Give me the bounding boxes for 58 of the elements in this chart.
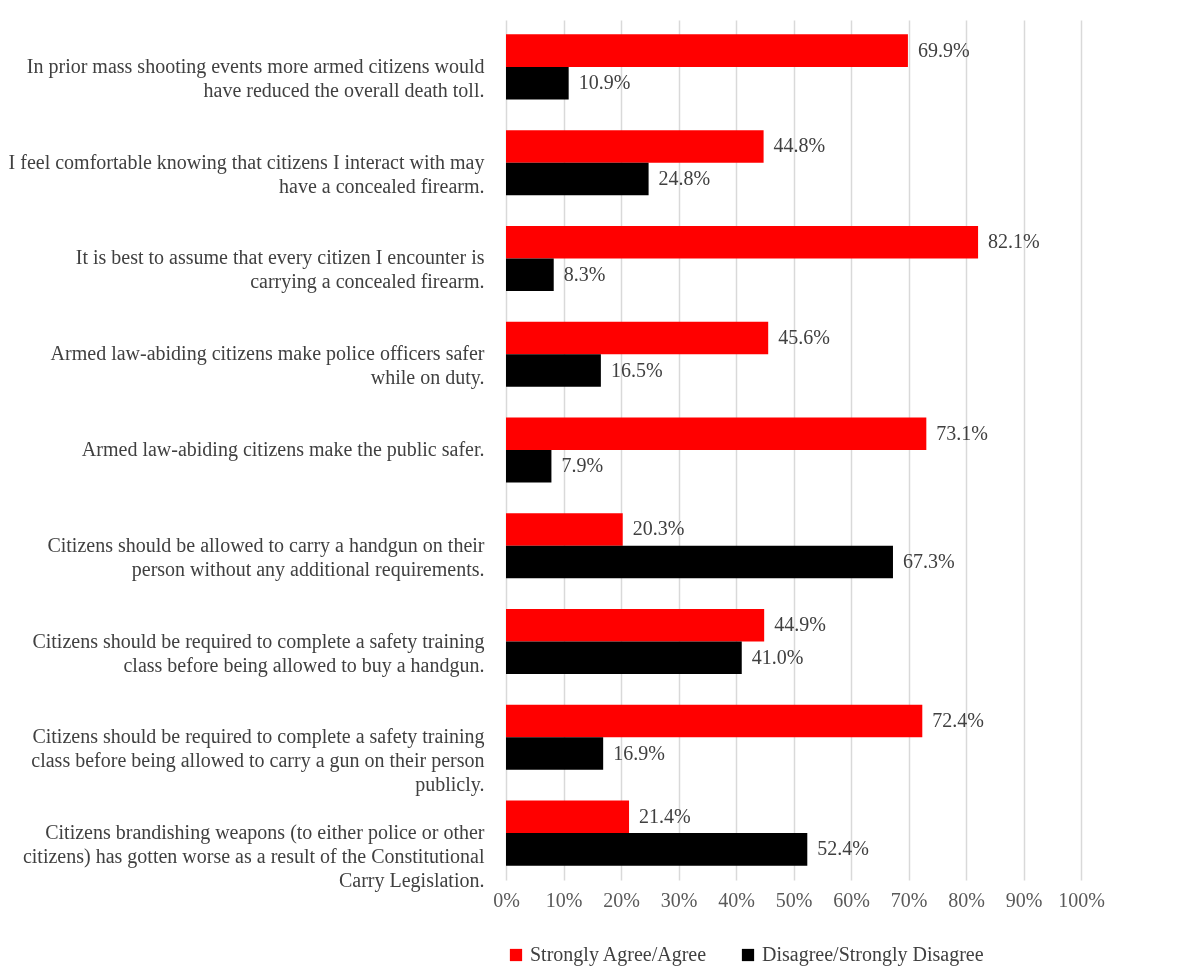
data-label: 8.3% bbox=[563, 262, 606, 285]
x-tick-label: 60% bbox=[833, 888, 870, 911]
x-tick-label: 100% bbox=[1058, 888, 1105, 911]
bar bbox=[506, 704, 923, 738]
data-label: 41.0% bbox=[751, 645, 804, 668]
bar bbox=[506, 800, 630, 834]
x-tick-label: 0% bbox=[493, 888, 520, 911]
x-tick-label: 90% bbox=[1005, 888, 1043, 911]
data-label: 82.1% bbox=[988, 230, 1040, 253]
data-label: 69.9% bbox=[917, 38, 970, 61]
bar bbox=[506, 737, 604, 770]
data-label: 21.4% bbox=[639, 804, 691, 827]
bar bbox=[506, 258, 554, 292]
y-tick-label: It is best to assume that every citizen I encounter is carrying a concealed firearm. bbox=[75, 246, 485, 294]
bar bbox=[506, 354, 601, 387]
data-label: 24.8% bbox=[658, 166, 711, 189]
y-tick-label: I feel comfortable knowing that citizens I interact with may have a concealed firearm. bbox=[8, 150, 485, 197]
data-label: 44.9% bbox=[774, 613, 826, 636]
y-tick-label: Armed law-abiding citizens make police officers safer while on duty. bbox=[50, 342, 485, 390]
x-tick-label: 30% bbox=[660, 888, 698, 911]
bar bbox=[506, 225, 979, 259]
bar bbox=[506, 34, 908, 67]
data-label: 45.6% bbox=[778, 325, 830, 348]
data-label: 16.9% bbox=[613, 741, 665, 764]
data-label: 52.4% bbox=[817, 837, 869, 860]
data-label: 7.9% bbox=[561, 454, 604, 477]
bar bbox=[506, 417, 927, 450]
bar bbox=[506, 513, 623, 546]
y-tick-label: In prior mass shooting events more armed citizens would have reduced the overall death toll. bbox=[26, 54, 485, 101]
data-label: 72.4% bbox=[932, 709, 984, 732]
y-tick-label: Armed law-abiding citizens make the public safer. bbox=[81, 438, 485, 461]
data-label: 67.3% bbox=[902, 550, 955, 573]
data-label: 44.8% bbox=[773, 134, 826, 157]
legend-label: Disagree/Strongly Disagree bbox=[762, 943, 984, 966]
bar bbox=[506, 321, 769, 355]
bar bbox=[506, 641, 742, 675]
bar bbox=[506, 130, 764, 163]
bar bbox=[506, 66, 569, 100]
data-label: 10.9% bbox=[578, 71, 631, 94]
bar bbox=[506, 545, 893, 579]
data-label: 16.5% bbox=[610, 358, 663, 381]
x-tick-label: 50% bbox=[775, 888, 813, 911]
bar bbox=[506, 450, 552, 483]
x-tick-label: 40% bbox=[718, 888, 755, 911]
x-tick-label: 10% bbox=[545, 888, 583, 911]
legend-label: Strongly Agree/Agree bbox=[530, 943, 707, 966]
bar bbox=[506, 608, 765, 642]
bar bbox=[506, 833, 808, 866]
data-label: 20.3% bbox=[632, 517, 685, 540]
y-tick-label: Citizens should be required to complete a safety training class before being allowed to carry a gun on their person publicly. bbox=[31, 725, 485, 797]
x-tick-label: 70% bbox=[890, 888, 928, 911]
bar bbox=[506, 162, 649, 196]
y-tick-label: Citizens should be required to complete a safety training class before being allowed to buy a handgun. bbox=[32, 629, 485, 677]
y-tick-label: Citizens brandishing weapons (to either police or other citizens) has gotten worse as a result of the Constitutional Carry Legislation. bbox=[22, 821, 485, 893]
x-tick-label: 20% bbox=[603, 888, 640, 911]
x-tick-label: 80% bbox=[948, 888, 985, 911]
y-tick-label: Citizens should be allowed to carry a handgun on their person without any additional requirements. bbox=[47, 533, 485, 581]
data-label: 73.1% bbox=[936, 421, 988, 444]
